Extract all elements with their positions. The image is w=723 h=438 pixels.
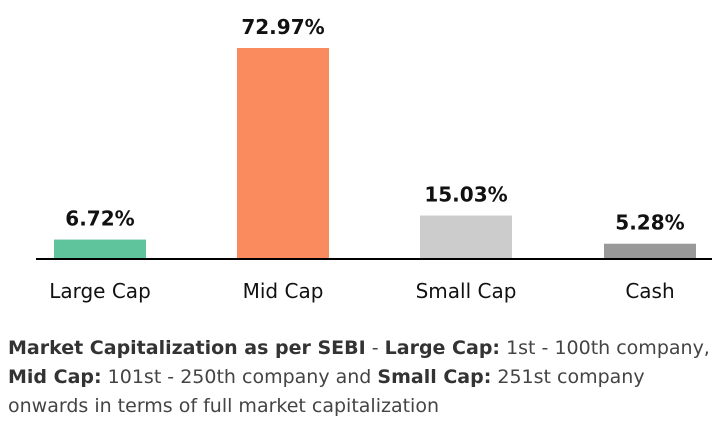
- footnote-small-cap-label: Small Cap:: [377, 366, 492, 388]
- footnote-lead: Market Capitalization as per SEBI: [8, 337, 366, 359]
- footnote-large-cap-text: 1st - 100th company,: [500, 337, 710, 359]
- category-label-large-cap: Large Cap: [49, 279, 151, 303]
- bar-large-cap: [54, 239, 146, 259]
- footnote-separator: -: [365, 337, 385, 359]
- value-label-cash: 5.28%: [615, 211, 684, 235]
- bar-chart: 6.72% Large Cap 72.97% Mid Cap 15.03% Small C…: [36, 15, 712, 303]
- footnote: Market Capitalization as per SEBI - Larg…: [8, 334, 718, 421]
- footnote-mid-cap-text: 101st - 250th company and: [101, 366, 378, 388]
- category-label-small-cap: Small Cap: [416, 279, 517, 303]
- footnote-mid-cap-label: Mid Cap:: [8, 366, 102, 388]
- bar-cash: [604, 243, 696, 259]
- bar-small-cap: [420, 215, 512, 259]
- value-label-large-cap: 6.72%: [65, 207, 134, 231]
- category-label-mid-cap: Mid Cap: [243, 279, 324, 303]
- bar-mid-cap: [237, 48, 329, 259]
- bars-layer: 6.72% Large Cap 72.97% Mid Cap 15.03% Small C…: [49, 15, 696, 303]
- value-label-small-cap: 15.03%: [424, 183, 507, 207]
- footnote-large-cap-label: Large Cap:: [384, 337, 501, 359]
- value-label-mid-cap: 72.97%: [241, 15, 324, 39]
- category-label-cash: Cash: [625, 279, 674, 303]
- footnote-small-cap-text: 251st company onwards in terms of full m…: [8, 366, 645, 417]
